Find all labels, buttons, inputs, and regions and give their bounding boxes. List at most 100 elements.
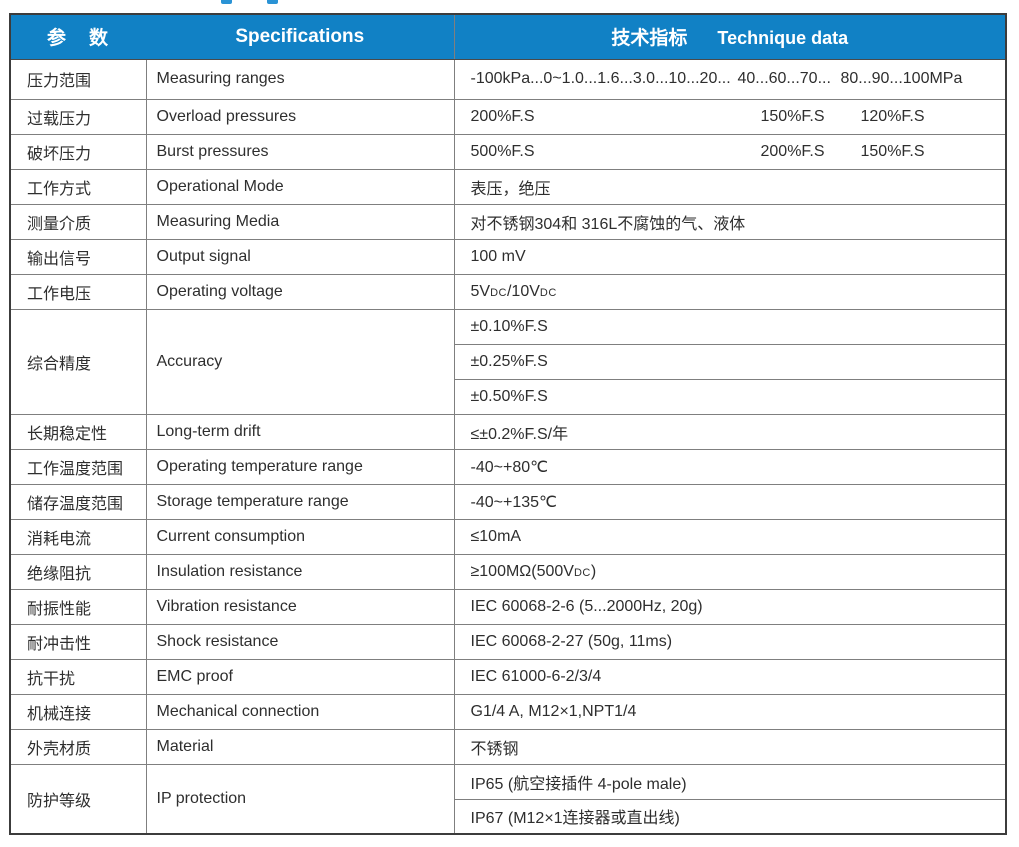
spec-en-cell: Output signal (145, 238, 455, 275)
cropped-title-fragment (221, 0, 232, 4)
param-zh-cell: 工作电压 (9, 273, 147, 310)
spec-en-cell: Long-term drift (145, 413, 455, 450)
spec-en-cell: Vibration resistance (145, 588, 455, 625)
spec-en-cell: Shock resistance (145, 623, 455, 660)
param-zh-cell: 储存温度范围 (9, 483, 147, 520)
table-row: ±0.25%F.S (10, 343, 1007, 380)
param-zh-cell: 抗干扰 (9, 658, 147, 695)
table-row: 防护等级 IP protection IP65 (航空接插件 4-pole ma… (9, 763, 1007, 835)
value-cell: 对不锈钢304和 316L不腐蚀的气、液体 (453, 203, 1007, 240)
table-header-row: 参 数 Specifications 技术指标 Technique data (9, 14, 1007, 60)
table-row: 耐振性能 Vibration resistance IEC 60068-2-6 … (9, 588, 1007, 625)
value-cell: ±0.25%F.S (453, 343, 1007, 380)
value-part: -100kPa...0~1.0...1.6...3.0...10...20... (470, 70, 731, 87)
param-zh-cell: 耐振性能 (9, 588, 147, 625)
value-cell: 不锈钢 (453, 728, 1007, 765)
value-cell: 5VDC/10VDC (453, 273, 1007, 310)
header-tech-cell: 技术指标 Technique data (453, 14, 1007, 60)
cropped-title-fragment (267, 0, 278, 4)
value-cell: ±0.10%F.S (453, 308, 1007, 345)
spec-en-cell: Measuring Media (145, 203, 455, 240)
spec-en-cell: Material (145, 728, 455, 765)
param-zh-cell: 长期稳定性 (9, 413, 147, 450)
header-param-cell: 参 数 (9, 14, 146, 60)
value-part: 150%F.S (760, 107, 825, 125)
table-row: 绝缘阻抗 Insulation resistance ≥100MΩ(500VDC… (9, 553, 1007, 590)
table-row: 压力范围 Measuring ranges -100kPa...0~1.0...… (9, 58, 1007, 100)
param-zh-cell: 工作方式 (9, 168, 147, 205)
param-zh-cell: 压力范围 (9, 58, 147, 100)
param-zh-cell: 综合精度 (9, 308, 147, 415)
spec-en-cell: Storage temperature range (145, 483, 455, 520)
param-zh-cell: 绝缘阻抗 (9, 553, 147, 590)
param-zh-cell: 工作温度范围 (9, 448, 147, 485)
value-part: 150%F.S (860, 142, 925, 160)
value-cell: -100kPa...0~1.0...1.6...3.0...10...20...… (453, 58, 1007, 100)
param-zh-cell: 测量介质 (9, 203, 147, 240)
value-cell: -40~+80℃ (453, 448, 1007, 485)
spec-en-cell: EMC proof (145, 658, 455, 695)
spec-en-cell: Burst pressures (145, 133, 455, 170)
table-row: 过载压力 Overload pressures 200%F.S 150%F.S 12… (9, 98, 1007, 135)
value-part: 40...60...70... (737, 70, 831, 87)
table-row: 工作方式 Operational Mode 表压，绝压 (9, 168, 1007, 205)
value-cell: 表压，绝压 (453, 168, 1007, 205)
value-cell: G1/4 A, M12×1,NPT1/4 (453, 693, 1007, 730)
value-part: 200%F.S (470, 107, 535, 125)
spec-en-cell: Insulation resistance (145, 553, 455, 590)
spec-en-cell: Accuracy (145, 308, 455, 415)
param-zh-cell: 防护等级 (9, 763, 147, 835)
value-part: 80...90...100MPa (840, 70, 963, 87)
table-row: 输出信号 Output signal 100 mV (9, 238, 1007, 275)
param-zh-cell: 机械连接 (9, 693, 147, 730)
param-zh-cell: 耐冲击性 (9, 623, 147, 660)
param-zh-cell: 输出信号 (9, 238, 147, 275)
value-cell: ±0.50%F.S (453, 378, 1007, 415)
spec-en-cell: Measuring ranges (145, 58, 455, 100)
table-row: 测量介质 Measuring Media 对不锈钢304和 316L不腐蚀的气、… (9, 203, 1007, 240)
value-cell: IP65 (航空接插件 4-pole male) (453, 763, 1007, 800)
value-cell: IEC 60068-2-6 (5...2000Hz, 20g) (453, 588, 1007, 625)
value-cell: 200%F.S 150%F.S 120%F.S (453, 98, 1007, 135)
table-row: IP67 (M12×1连接器或直出线) (10, 798, 1007, 835)
param-zh-cell: 外壳材质 (9, 728, 147, 765)
spec-en-cell: IP protection (145, 763, 455, 835)
header-spec-cell: Specifications (146, 14, 455, 60)
table-row: 抗干扰 EMC proof IEC 61000-6-2/3/4 (9, 658, 1007, 695)
param-zh-cell: 消耗电流 (9, 518, 147, 555)
param-zh-cell: 破坏压力 (9, 133, 147, 170)
value-part: 120%F.S (860, 107, 925, 125)
table-row: 综合精度 Accuracy ±0.10%F.S (9, 308, 1007, 415)
spec-en-cell: Operating voltage (145, 273, 455, 310)
table-row: 外壳材质 Material 不锈钢 (9, 728, 1007, 765)
header-tech-zh-label: 技术指标 (611, 28, 688, 50)
specifications-table: 参 数 Specifications 技术指标 Technique data 压力… (9, 13, 1007, 835)
table-row: 机械连接 Mechanical connection G1/4 A, M12×1… (9, 693, 1007, 730)
header-tech-en-label: Technique data (717, 28, 849, 49)
spec-en-cell: Operating temperature range (145, 448, 455, 485)
spec-en-cell: Overload pressures (145, 98, 455, 135)
value-cell: IEC 60068-2-27 (50g, 11ms) (453, 623, 1007, 660)
table-row: 破坏压力 Burst pressures 500%F.S 200%F.S 150%F… (9, 133, 1007, 170)
table-row: 长期稳定性 Long-term drift ≤±0.2%F.S/年 (9, 413, 1007, 450)
spec-en-cell: Mechanical connection (145, 693, 455, 730)
value-cell: -40~+135℃ (453, 483, 1007, 520)
table-row: 耐冲击性 Shock resistance IEC 60068-2-27 (50… (9, 623, 1007, 660)
value-cell: 500%F.S 200%F.S 150%F.S (453, 133, 1007, 170)
value-cell: IEC 61000-6-2/3/4 (453, 658, 1007, 695)
value-cell: 100 mV (453, 238, 1007, 275)
table-row: 工作温度范围 Operating temperature range -40~+… (9, 448, 1007, 485)
value-part: 500%F.S (470, 142, 535, 160)
value-cell: ≥100MΩ(500VDC) (453, 553, 1007, 590)
spec-en-cell: Operational Mode (145, 168, 455, 205)
value-cell: ≤±0.2%F.S/年 (453, 413, 1007, 450)
spec-en-cell: Current consumption (145, 518, 455, 555)
table-row: 储存温度范围 Storage temperature range -40~+13… (9, 483, 1007, 520)
table-row: 消耗电流 Current consumption ≤10mA (9, 518, 1007, 555)
table-row: 工作电压 Operating voltage 5VDC/10VDC (9, 273, 1007, 310)
value-part: 200%F.S (760, 142, 825, 160)
table-row: ±0.50%F.S (10, 378, 1007, 415)
value-cell: ≤10mA (453, 518, 1007, 555)
param-zh-cell: 过载压力 (9, 98, 147, 135)
